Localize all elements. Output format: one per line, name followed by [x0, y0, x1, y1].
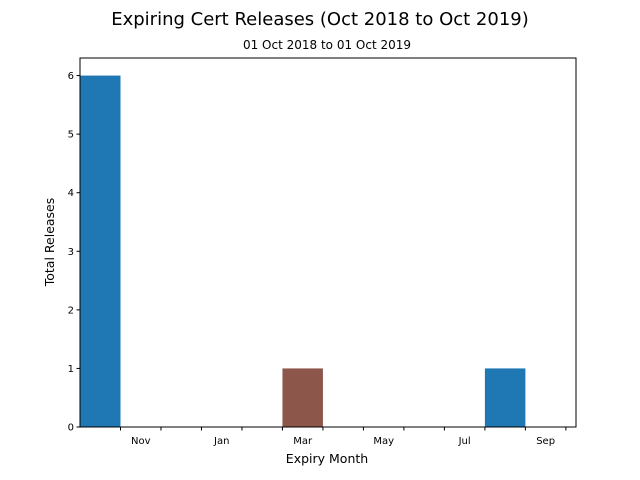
y-tick-label: 3: [68, 247, 74, 258]
x-axis: Nov Jan Mar May Jul Sep: [119, 427, 567, 447]
plot-frame: [79, 57, 577, 428]
x-tick-label-jul: Jul: [458, 436, 471, 447]
x-tick-label-mar: Mar: [293, 436, 313, 447]
bar-aug: [484, 368, 526, 427]
x-tick-label-nov: Nov: [131, 436, 151, 447]
y-tick-label: 2: [68, 305, 74, 316]
chart-title: Expiring Cert Releases (Oct 2018 to Oct …: [111, 9, 529, 30]
bars-layer: [80, 75, 526, 428]
y-tick-label: 6: [68, 71, 74, 82]
x-tick-label-sep: Sep: [536, 436, 555, 447]
y-axis: 0 1 2 3 4 5 6: [68, 71, 80, 434]
chart-subtitle: 01 Oct 2018 to 01 Oct 2019: [243, 38, 411, 52]
x-axis-label: Expiry Month: [286, 451, 368, 466]
x-tick-label-may: May: [373, 436, 394, 447]
y-tick-label: 4: [68, 188, 74, 199]
bar-mar: [282, 368, 323, 427]
y-tick-label: 0: [68, 423, 74, 434]
y-tick-label: 5: [68, 130, 74, 141]
bar-oct: [80, 75, 121, 428]
x-tick-label-jan: Jan: [213, 436, 229, 447]
y-axis-label: Total Releases: [42, 198, 57, 288]
y-tick-label: 1: [68, 364, 74, 375]
